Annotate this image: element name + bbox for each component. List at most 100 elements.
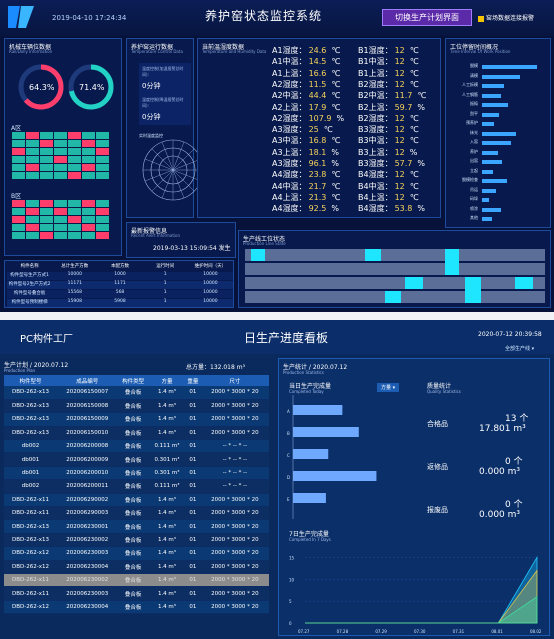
plan-cell: 2000 * 3000 * 20	[200, 573, 269, 588]
pos-subtitle: Time Interval Of Work Position	[450, 49, 511, 54]
plan-row[interactable]: db002 202006200011 叠合板 0.111 m³ 01 -- * -- * …	[4, 479, 269, 494]
summary-cell: 10000	[67, 272, 82, 277]
plan-table: 构件型号 成品编号 构件类型 方量 重量 尺寸 DBD-262-x13 2020061500…	[4, 375, 269, 615]
plan-cell: db002	[4, 479, 58, 494]
plan-cell: 2000 * 3000 * 20	[200, 386, 269, 400]
pos-row: 刮平	[450, 111, 548, 119]
th-row-unit: ℃	[323, 125, 333, 135]
pos-row-bar	[482, 74, 521, 79]
pos-row-bar	[482, 141, 512, 145]
th-row: B1湿度： 12 ℃	[358, 45, 419, 56]
area-xtick: 07.29	[375, 629, 387, 634]
plan-row[interactable]: DBD-262-x13 202006150010 叠合板 1.4 m³ 01 2000 *…	[4, 426, 269, 441]
plan-cell: 叠合板	[117, 546, 149, 561]
alarm-title: 最新报警信息	[131, 228, 168, 235]
plan-cell: DBD-262-x13	[4, 533, 58, 548]
summary-cell: 15568	[67, 290, 82, 295]
plan-cell: 202006230004	[57, 600, 118, 615]
plan-row[interactable]: DBD-262-x12 202006230004 叠合板 1.4 m³ 01 2000 *…	[4, 600, 269, 615]
th-row-value: 18.1	[308, 147, 327, 157]
plan-row[interactable]: DBD-262-x11 202006290002 叠合板 1.4 m³ 01 2000 *…	[4, 493, 269, 508]
th-row-label: A4湿度：	[272, 170, 307, 180]
quality-count: 13 个	[505, 414, 529, 424]
plan-header-cell: 成品编号	[57, 375, 118, 386]
th-row: A2上温： 17.9 ℃	[272, 102, 340, 113]
plan-cell: 1.4 m³	[148, 412, 185, 427]
th-row-unit: ℃	[409, 113, 419, 123]
area-series	[305, 569, 538, 624]
pos-row: 抹光	[450, 130, 548, 138]
switch-plan-button[interactable]: 切换生产计划界面	[382, 9, 472, 26]
plan-row[interactable]: db001 202006200010 叠合板 0.301 m³ 01 -- * -- * …	[4, 466, 269, 481]
progress-dashboard: PC构件工厂 日生产进度看板 2020-07-12 20:39:58 全部生产线…	[0, 320, 554, 639]
th-row-value: 25	[308, 125, 319, 135]
plan-cell: 202006290002	[57, 493, 118, 508]
th-row-unit: ℃	[409, 170, 419, 180]
plan-cell: -- * -- * --	[200, 466, 269, 481]
plan-cell: 叠合板	[117, 506, 149, 521]
th-row-label: A2湿度：	[272, 113, 307, 123]
pos-row-label: 振捣	[470, 101, 478, 106]
plan-cell: 202006230002	[57, 573, 118, 588]
summary-cell: 1	[163, 290, 167, 295]
th-row-value: 14.5	[308, 57, 327, 67]
plan-row[interactable]: DBD-262-x13 202006230002 叠合板 1.4 m³ 01 2000 *…	[4, 533, 269, 548]
th-row-label: B3湿度：	[358, 159, 393, 168]
plan-row[interactable]: DBD-262-x13 202006150009 叠合板 1.4 m³ 01 2000 *…	[4, 412, 269, 427]
summary-cell: 构件型号叠合板	[13, 291, 46, 296]
type-select[interactable]: 方量 ▾	[377, 383, 400, 392]
quality-label: 返修品	[427, 463, 448, 471]
summary-cell: 10000	[203, 281, 218, 286]
pos-row-label: 人工拆模	[462, 82, 478, 87]
plan-row[interactable]: DBD-262-x13 202006150007 叠合板 1.4 m³ 01 2000 *…	[4, 386, 269, 400]
summary-header-cell: 维护时间（天）	[194, 264, 227, 269]
th-row-unit: %	[331, 147, 339, 157]
plan-row[interactable]: DBD-262-x12 202006230004 叠合板 1.4 m³ 01 2000 *…	[4, 560, 269, 574]
plan-cell: 0.111 m³	[148, 439, 185, 454]
plan-row[interactable]: DBD-262-x13 202006150008 叠合板 1.4 m³ 01 2000 *…	[4, 399, 269, 414]
pos-row-label: 脱模	[470, 63, 478, 68]
pos-row: 喷涂	[450, 206, 548, 214]
pos-row-label: 码垛	[470, 196, 478, 201]
cool-alarm-label: 温度控制(降温报警总时间):	[142, 97, 184, 108]
pos-row-bar	[482, 198, 490, 202]
plan-cell: 202006150007	[57, 386, 118, 400]
th-row-unit: ℃	[409, 57, 419, 67]
today-bar-chart: A B C D E	[287, 395, 377, 519]
th-row-value: 11.7	[394, 91, 413, 101]
plan-cell: -- * -- * --	[200, 439, 269, 454]
plan-row[interactable]: db002 202006200008 叠合板 0.111 m³ 01 -- * -- * …	[4, 439, 269, 454]
product-summary-panel: 构件名称 总计生产方数 本配方数 运行时间 维护时间（天） 构件型号生产方式1 10000 1…	[4, 260, 234, 308]
plan-row[interactable]: DBD-262-x11 202006290003 叠合板 1.4 m³ 01 2000 *…	[4, 506, 269, 521]
line-select[interactable]: 全部生产线 ▾	[505, 346, 535, 352]
plan-row[interactable]: DBD-262-x11 202006230002 叠合板 1.4 m³ 01 2000 *…	[4, 573, 269, 588]
th-row-unit: ℃	[331, 181, 341, 191]
gauge-b-value: 71.4%	[79, 83, 105, 92]
th-row-value: 21.7	[308, 181, 327, 191]
plan-cell: 202006230003	[57, 586, 118, 601]
summary-row: 构件型号叠合板 15568 568 1 10000	[7, 290, 233, 298]
pos-row: 吊运	[450, 187, 548, 195]
plan-cell: 1.4 m³	[148, 586, 185, 601]
th-row-unit: ℃	[331, 192, 341, 202]
stats-title: 生产统计 / 2020.07.12	[283, 364, 348, 371]
zone-b-grid	[11, 199, 110, 240]
pos-row: 振捣	[450, 101, 548, 109]
th-row-label: B1上温：	[358, 68, 393, 78]
plan-row[interactable]: DBD-262-x13 202006230001 叠合板 1.4 m³ 01 2000 *…	[4, 519, 269, 534]
th-row-unit: ℃	[331, 46, 341, 55]
th-row: A3上温： 18.1%	[272, 147, 339, 158]
th-row-value: 12	[394, 57, 405, 67]
th-row-unit: ℃	[409, 125, 419, 135]
pos-row: 入窑	[450, 139, 548, 147]
summary-cell: 15908	[67, 299, 82, 304]
plan-cell: 202006200008	[57, 439, 118, 454]
plan-row[interactable]: db001 202006200009 叠合板 0.301 m³ 01 -- * -- * …	[4, 452, 269, 467]
summary-cell: 1	[163, 272, 167, 277]
th-row: B1中温： 12 ℃	[358, 56, 419, 67]
th-title: 当前温湿度数据	[202, 44, 245, 51]
plan-row[interactable]: DBD-262-x11 202006230003 叠合板 1.4 m³ 01 2000 *…	[4, 586, 269, 601]
pos-row-label: 喷涂	[470, 205, 478, 211]
factory-name: PC构件工厂	[20, 334, 74, 345]
plan-row[interactable]: DBD-262-x12 202006230003 叠合板 1.4 m³ 01 2000 *…	[4, 546, 269, 561]
